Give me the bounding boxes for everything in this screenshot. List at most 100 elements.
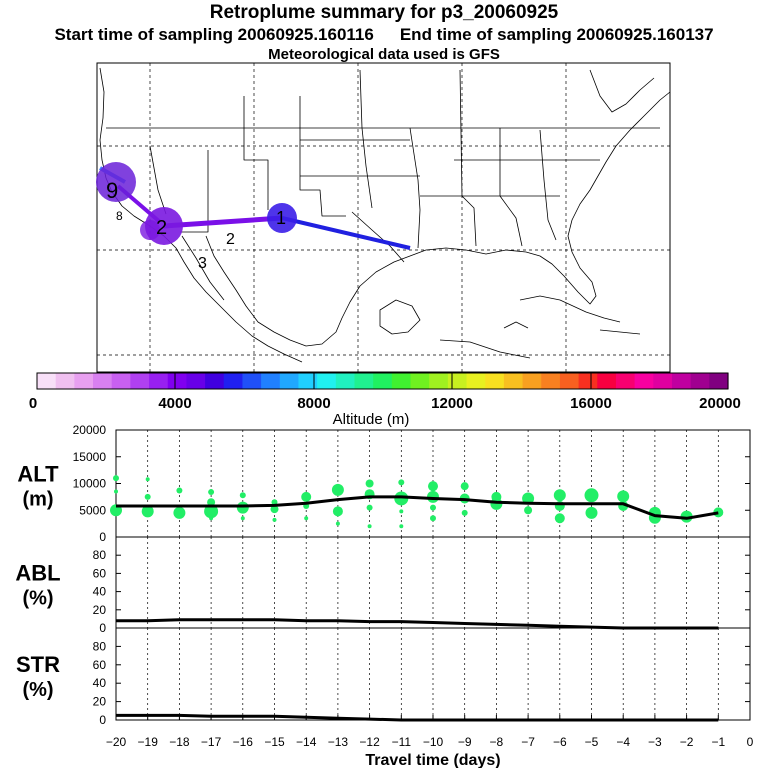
altitude-dot [332,506,343,517]
x-tick-label: −15 [264,735,285,749]
altitude-dot [713,507,724,518]
altitude-dot [208,489,215,496]
altitude-dot [553,489,566,502]
x-tick-label: −11 [392,735,412,749]
colorbar-cell [186,373,206,389]
x-tick-label: 0 [747,735,754,749]
altitude-dot [335,521,340,526]
day-label-9: 9 [106,178,118,203]
altitude-dot [585,506,598,519]
altitude-dot [236,501,249,514]
x-tick-label: −5 [585,735,599,749]
colorbar-cell [335,373,356,389]
y-tick-label: 80 [93,548,107,562]
colorbar-cell [634,373,654,389]
altitude-dot [113,475,119,482]
altitude-dot [367,524,372,529]
colorbar-cell [429,373,449,389]
x-tick-label: −16 [233,735,254,749]
colorbar-tick-label: 8000 [297,395,330,412]
colorbar-cell [447,373,468,389]
colorbar-cell [690,373,710,389]
colorbar-cell [149,373,169,389]
x-axis-title: Travel time (days) [365,752,500,768]
day-label-2-outline: 2 [226,231,235,248]
colorbar-cell [298,373,318,389]
altitude-dot [394,491,409,506]
x-tick-label: −14 [296,735,317,749]
altitude-dot [144,493,151,500]
colorbar-cell [653,373,673,389]
x-tick-label: −13 [328,735,349,749]
chart-title: Retroplume summary for p3_20060925 [209,2,559,23]
altitude-dot [428,481,438,492]
start-time-label: Start time of sampling 20060925.160116 [54,25,374,44]
x-tick-label: −1 [711,735,725,749]
colorbar-cell [541,373,561,389]
y-axis-unit: (%) [22,679,53,701]
altitude-dot [209,516,214,521]
y-tick-label: 0 [99,621,106,635]
colorbar-cell [559,373,580,389]
sampling-times: Start time of sampling 20060925.160116 En… [0,25,768,45]
y-tick-label: 80 [93,639,107,653]
colorbar-cell [597,373,617,389]
colorbar-cell [466,373,486,389]
colorbar-cell [485,373,505,389]
y-tick-label: 40 [93,585,107,599]
series-line [116,495,719,520]
y-tick-label: 10000 [73,477,107,491]
altitude-dot [204,504,219,519]
colorbar-cell [615,373,636,389]
colorbar-label: Altitude (m) [333,411,410,428]
day-marker-9 [96,162,136,202]
x-tick-label: −4 [616,735,630,749]
colorbar-tick-label: 4000 [158,395,191,412]
colorbar-cell [503,373,524,389]
colorbar-cell [130,373,150,389]
y-tick-label: 40 [93,676,107,690]
y-tick-label: 0 [99,530,106,544]
altitude-dot [173,506,186,519]
altitude-dot [617,490,630,503]
colorbar-cell [354,373,374,389]
y-tick-label: 0 [99,713,106,727]
y-tick-label: 15000 [73,450,107,464]
y-tick-label: 60 [93,658,107,672]
x-tick-label: −10 [423,735,444,749]
x-tick-label: −19 [138,735,159,749]
colorbar-cell [578,373,598,389]
x-tick-label: −3 [648,735,662,749]
altitude-dot [301,491,312,502]
colorbar-cell [37,373,57,389]
x-tick-label: −9 [458,735,472,749]
altitude-dot [365,479,374,488]
altitude-dot [331,483,344,496]
altitude-dot [141,505,154,518]
x-tick-label: −17 [201,735,222,749]
colorbar-cell [205,373,225,389]
altitude-dot [399,524,404,529]
altitude-dot [524,506,533,515]
altitude-dot [460,482,469,491]
x-tick-label: −20 [106,735,127,749]
map-outlines [99,67,671,363]
altitude-dot [207,498,216,507]
colorbar-cell [74,373,94,389]
altitude-dot [522,492,535,505]
colorbar-frame [36,372,729,390]
colorbar-cell [279,373,300,389]
colorbar-cell [223,373,244,389]
day-label-8: 8 [116,209,123,223]
y-tick-label: 20 [93,603,107,617]
altitude-dot [239,492,246,499]
x-tick-label: −7 [521,735,535,749]
y-axis-title: ABL [15,561,60,586]
altitude-dot [145,477,150,482]
series-line [116,713,719,722]
y-tick-label: 20 [93,695,107,709]
colorbar-tick-label: 0 [29,395,37,412]
altitude-colorbar: 0 4000 8000 12000 16000 20000 Altitude (… [29,372,741,428]
y-axis-title: STR [16,652,60,677]
